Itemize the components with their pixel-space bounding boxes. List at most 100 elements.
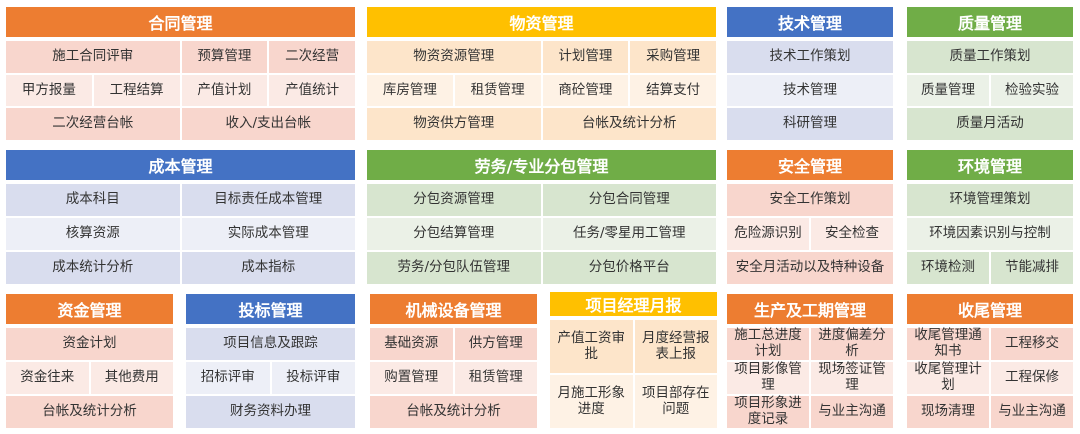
module-item[interactable]: 结算支付 xyxy=(630,74,716,107)
panel-title[interactable]: 项目经理月报 xyxy=(550,292,717,316)
module-item[interactable]: 基础资源 xyxy=(370,328,453,360)
module-item[interactable]: 资金计划 xyxy=(6,328,173,360)
module-item[interactable]: 资金往来 xyxy=(6,362,89,394)
module-item[interactable]: 月施工形象进度 xyxy=(550,375,633,428)
module-item[interactable]: 危险源识别 xyxy=(727,218,809,250)
module-item[interactable]: 产值统计 xyxy=(269,74,355,107)
panel-title[interactable]: 机械设备管理 xyxy=(370,294,537,324)
panel-row: 资金计划 xyxy=(6,328,173,360)
module-item[interactable]: 收尾管理计划 xyxy=(907,362,989,394)
panel-row: 台帐及统计分析 xyxy=(370,396,537,428)
module-item[interactable]: 施工总进度计划 xyxy=(727,328,809,360)
panel-title[interactable]: 生产及工期管理 xyxy=(727,294,893,324)
panel-row: 施工总进度计划 进度偏差分析 xyxy=(727,328,893,360)
panel-title[interactable]: 技术管理 xyxy=(727,7,893,37)
module-item[interactable]: 分包资源管理 xyxy=(367,184,541,216)
module-item[interactable]: 质量月活动 xyxy=(907,108,1073,141)
module-item[interactable]: 环境管理策划 xyxy=(907,184,1073,216)
module-item[interactable]: 计划管理 xyxy=(542,41,629,73)
module-item[interactable]: 库房管理 xyxy=(367,74,453,107)
module-item[interactable]: 现场签证管理 xyxy=(811,362,893,394)
module-item[interactable]: 工程移交 xyxy=(991,328,1073,360)
module-item[interactable]: 进度偏差分析 xyxy=(811,328,893,360)
panel-row: 安全月活动以及特种设备 xyxy=(727,252,893,284)
module-item[interactable]: 质量工作策划 xyxy=(907,41,1073,73)
module-item[interactable]: 二次经营 xyxy=(269,41,355,73)
module-item[interactable]: 成本科目 xyxy=(6,184,180,216)
module-item[interactable]: 与业主沟通 xyxy=(991,396,1073,428)
panel-title[interactable]: 合同管理 xyxy=(6,7,355,37)
panel-row: 产值工资审批 月度经营报表上报 xyxy=(550,320,717,373)
module-item[interactable]: 安全检查 xyxy=(811,218,893,250)
module-item[interactable]: 目标责任成本管理 xyxy=(181,184,355,216)
module-item[interactable]: 商砼管理 xyxy=(542,74,629,107)
panel-row: 资金往来 其他费用 xyxy=(6,362,173,394)
module-item[interactable]: 甲方报量 xyxy=(6,74,92,107)
panel-title[interactable]: 环境管理 xyxy=(907,150,1073,180)
module-item[interactable]: 检验实验 xyxy=(991,74,1073,107)
module-item[interactable]: 产值计划 xyxy=(181,74,268,107)
panel-row: 项目影像管理 现场签证管理 xyxy=(727,362,893,394)
panel-title[interactable]: 收尾管理 xyxy=(907,294,1073,324)
module-item[interactable]: 台帐及统计分析 xyxy=(370,396,537,428)
module-item[interactable]: 安全月活动以及特种设备 xyxy=(727,252,893,284)
module-item[interactable]: 供方管理 xyxy=(454,328,537,360)
module-item[interactable]: 科研管理 xyxy=(727,108,893,141)
module-item[interactable]: 收入/支出台帐 xyxy=(181,108,355,141)
module-item[interactable]: 环境因素识别与控制 xyxy=(907,218,1073,250)
module-item[interactable]: 项目部存在问题 xyxy=(634,375,717,428)
module-item[interactable]: 租赁管理 xyxy=(454,362,537,394)
module-item[interactable]: 项目影像管理 xyxy=(727,362,809,394)
panel-title[interactable]: 劳务/专业分包管理 xyxy=(367,150,716,180)
module-item[interactable]: 租赁管理 xyxy=(454,74,541,107)
module-item[interactable]: 财务资料办理 xyxy=(186,396,355,428)
module-item[interactable]: 成本统计分析 xyxy=(6,252,180,284)
module-item[interactable]: 台帐及统计分析 xyxy=(542,108,716,141)
module-item[interactable]: 月度经营报表上报 xyxy=(634,320,717,373)
module-item[interactable]: 二次经营台帐 xyxy=(6,108,180,141)
module-item[interactable]: 劳务/分包队伍管理 xyxy=(367,252,541,284)
module-item[interactable]: 其他费用 xyxy=(90,362,173,394)
module-item[interactable]: 实际成本管理 xyxy=(181,218,355,250)
module-item[interactable]: 核算资源 xyxy=(6,218,180,250)
panel-title[interactable]: 物资管理 xyxy=(367,7,716,37)
panel-title[interactable]: 安全管理 xyxy=(727,150,893,180)
module-item[interactable]: 安全工作策划 xyxy=(727,184,893,216)
module-item[interactable]: 台帐及统计分析 xyxy=(6,396,173,428)
panel-row: 劳务/分包队伍管理 分包价格平台 xyxy=(367,252,716,284)
module-item[interactable]: 购置管理 xyxy=(370,362,453,394)
module-item[interactable]: 采购管理 xyxy=(630,41,716,73)
module-item[interactable]: 工程结算 xyxy=(93,74,180,107)
module-item[interactable]: 物资资源管理 xyxy=(367,41,541,73)
module-item[interactable]: 项目信息及跟踪 xyxy=(186,328,355,360)
module-item[interactable]: 技术工作策划 xyxy=(727,41,893,73)
module-item[interactable]: 招标评审 xyxy=(186,362,270,394)
module-item[interactable]: 工程保修 xyxy=(991,362,1073,394)
module-item[interactable]: 节能减排 xyxy=(991,252,1073,284)
module-panel: 环境管理环境管理策划 环境因素识别与控制 环境检测 节能减排 xyxy=(907,150,1073,284)
module-item[interactable]: 收尾管理通知书 xyxy=(907,328,989,360)
module-item[interactable]: 成本指标 xyxy=(181,252,355,284)
module-item[interactable]: 任务/零星用工管理 xyxy=(542,218,716,250)
module-item[interactable]: 项目形象进度记录 xyxy=(727,396,809,428)
module-item[interactable]: 技术管理 xyxy=(727,74,893,107)
module-item[interactable]: 投标评审 xyxy=(271,362,355,394)
panel-title[interactable]: 投标管理 xyxy=(186,294,355,324)
panel-row: 购置管理 租赁管理 xyxy=(370,362,537,394)
panel-row: 物资资源管理 计划管理 采购管理 xyxy=(367,41,716,73)
panel-title[interactable]: 资金管理 xyxy=(6,294,173,324)
module-item[interactable]: 与业主沟通 xyxy=(811,396,893,428)
module-item[interactable]: 质量管理 xyxy=(907,74,989,107)
module-item[interactable]: 分包合同管理 xyxy=(542,184,716,216)
module-item[interactable]: 施工合同评审 xyxy=(6,41,180,73)
module-item[interactable]: 现场清理 xyxy=(907,396,989,428)
module-item[interactable]: 预算管理 xyxy=(181,41,268,73)
panel-row: 月施工形象进度 项目部存在问题 xyxy=(550,375,717,428)
panel-title[interactable]: 质量管理 xyxy=(907,7,1073,37)
panel-title[interactable]: 成本管理 xyxy=(6,150,355,180)
module-item[interactable]: 产值工资审批 xyxy=(550,320,633,373)
module-item[interactable]: 物资供方管理 xyxy=(367,108,541,141)
module-item[interactable]: 环境检测 xyxy=(907,252,989,284)
module-item[interactable]: 分包结算管理 xyxy=(367,218,541,250)
module-item[interactable]: 分包价格平台 xyxy=(542,252,716,284)
